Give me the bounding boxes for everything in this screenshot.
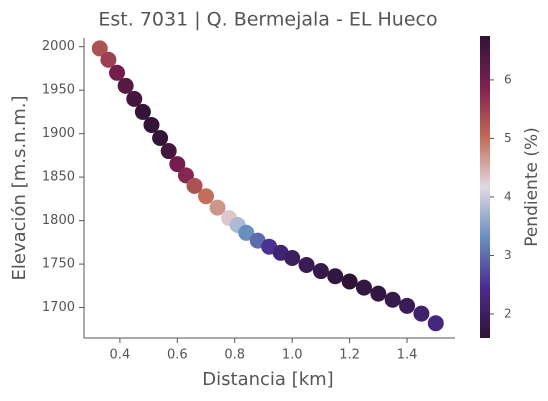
point <box>198 188 215 205</box>
y-tick-label: 1950 <box>42 83 75 98</box>
point <box>117 77 134 94</box>
y-tick-label: 1900 <box>42 126 75 141</box>
x-tick-label: 0.4 <box>110 348 131 363</box>
y-tick-label: 1750 <box>42 257 75 272</box>
point <box>152 130 169 146</box>
y-tick-label: 1800 <box>42 213 75 228</box>
point <box>370 285 387 302</box>
point <box>312 263 329 280</box>
point <box>91 40 108 57</box>
point <box>413 305 430 322</box>
point <box>109 64 126 81</box>
colorbar-tick-label: 6 <box>504 72 512 86</box>
point <box>100 51 117 68</box>
y-tick-label: 1700 <box>42 300 75 315</box>
colorbar-tick-label: 3 <box>504 248 512 262</box>
point <box>126 90 143 107</box>
point <box>399 297 416 314</box>
x-tick-label: 0.8 <box>224 348 245 363</box>
colorbar-tick-label: 2 <box>504 307 512 321</box>
point <box>327 268 344 285</box>
point <box>238 224 255 241</box>
colorbar <box>480 36 490 338</box>
point <box>298 256 315 273</box>
point <box>355 279 372 296</box>
point <box>143 116 160 133</box>
x-tick-label: 1.2 <box>339 348 360 363</box>
point <box>169 156 186 173</box>
point <box>209 199 226 216</box>
point <box>284 250 301 266</box>
point <box>427 315 444 332</box>
point <box>160 143 177 160</box>
point <box>134 103 151 120</box>
chart-title: Est. 7031 | Q. Bermejala - EL Hueco <box>98 9 437 31</box>
colorbar-label: Pendiente (%) <box>522 127 542 247</box>
point <box>186 177 203 194</box>
y-tick-label: 1850 <box>42 170 75 185</box>
x-tick-label: 1.0 <box>282 348 303 363</box>
y-axis-label: Elevación [m.s.n.m.] <box>9 96 30 281</box>
colorbar-tick-label: 4 <box>504 189 512 203</box>
point <box>384 291 401 308</box>
y-tick-label: 2000 <box>42 39 75 54</box>
point <box>341 273 358 290</box>
x-tick-label: 1.4 <box>397 348 418 363</box>
colorbar-tick-label: 5 <box>504 131 512 145</box>
x-axis-label: Distancia [km] <box>202 369 333 390</box>
x-tick-label: 0.6 <box>167 348 188 363</box>
